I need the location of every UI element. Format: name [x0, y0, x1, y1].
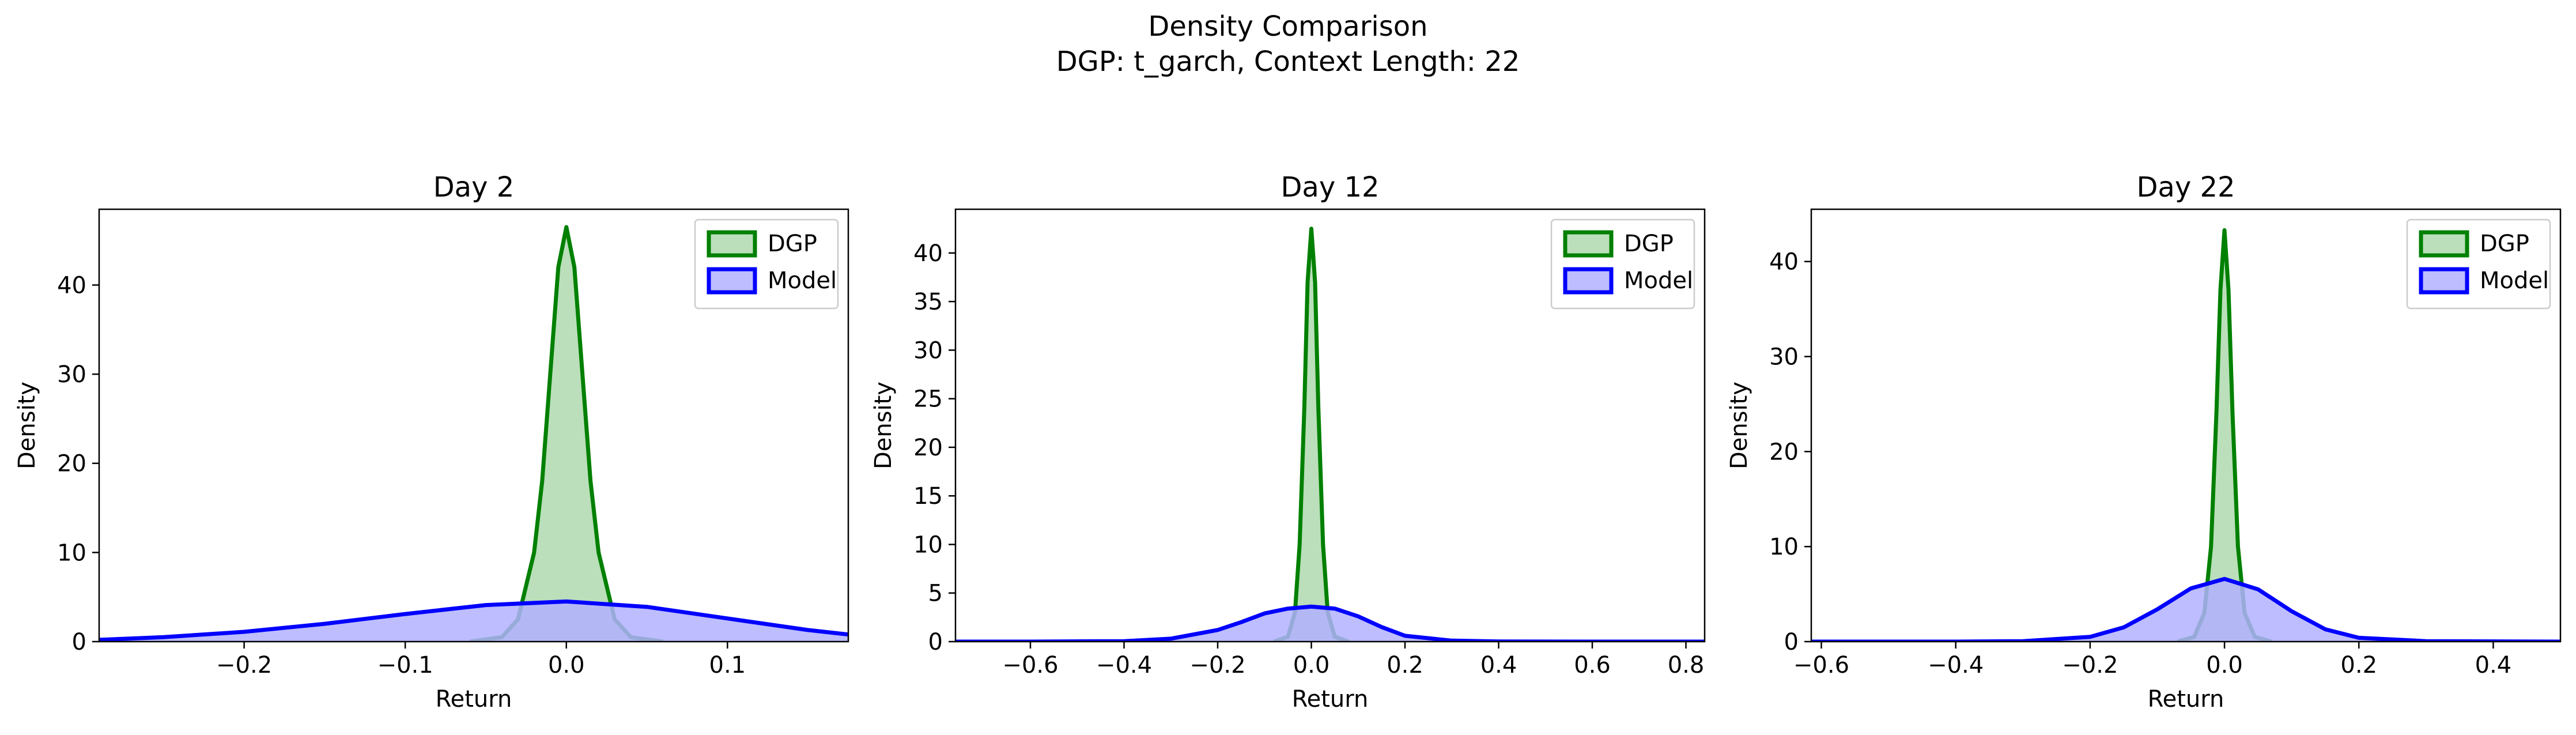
- series-model-area: [955, 606, 1705, 642]
- legend: DGP Model: [2406, 218, 2551, 310]
- x-tick-label: −0.4: [1928, 652, 1984, 679]
- legend-label-dgp: DGP: [2480, 231, 2529, 257]
- y-tick-label: 10: [913, 532, 943, 558]
- subplot-3: −0.6 −0.4 −0.2 0.0 0.2 0.4 0 10 20 30 40 Day 22 Retu…: [1726, 171, 2562, 713]
- y-tick-label: 30: [57, 361, 86, 388]
- legend-swatch-model: [707, 267, 757, 295]
- x-tick-label: −0.2: [2062, 652, 2118, 679]
- x-tick-label: 0.8: [1668, 652, 1705, 679]
- y-tick-label: 25: [913, 386, 943, 413]
- legend-label-dgp: DGP: [1624, 231, 1674, 257]
- series-dgp-line: [469, 225, 663, 642]
- y-tick-label: 20: [1769, 439, 1799, 465]
- x-tick-label: −0.6: [1793, 652, 1849, 679]
- y-axis-label: Density: [14, 382, 40, 469]
- x-tick-label: −0.6: [1002, 652, 1058, 679]
- y-tick-label: 20: [913, 435, 943, 461]
- legend-swatch-dgp: [707, 230, 757, 258]
- axes-frame: [954, 208, 1706, 643]
- legend-label-model: Model: [1624, 267, 1693, 294]
- x-tick-label: −0.2: [1189, 652, 1245, 679]
- x-tick-label: 0.2: [2340, 652, 2377, 679]
- x-tick-label: 0.4: [2475, 652, 2512, 679]
- y-tick-label: 40: [1769, 249, 1799, 276]
- series-model-line: [99, 599, 848, 642]
- y-tick-label: 40: [913, 240, 943, 267]
- x-tick-label: 0.0: [548, 652, 585, 679]
- x-axis-label: Return: [2148, 686, 2224, 713]
- y-tick-label: 0: [72, 629, 86, 655]
- y-tick-label: 20: [57, 451, 86, 477]
- x-tick-label: 0.0: [1293, 652, 1330, 679]
- legend-swatch-dgp: [1563, 230, 1614, 258]
- y-tick-label: 10: [1769, 534, 1799, 560]
- legend: DGP Model: [1550, 218, 1695, 310]
- x-tick-label: −0.2: [216, 652, 272, 679]
- subplot-title: Day 2: [433, 171, 515, 203]
- y-tick-label: 40: [57, 272, 86, 299]
- series-dgp-area: [1274, 228, 1349, 642]
- legend-swatch-model: [1563, 267, 1614, 295]
- y-axis-label: Density: [1726, 382, 1752, 469]
- series-model-area: [1811, 579, 2560, 642]
- y-axis-label: Density: [870, 382, 897, 469]
- plot-area: [99, 225, 848, 642]
- y-tick-label: 30: [913, 337, 943, 364]
- series-dgp-area: [2177, 230, 2272, 642]
- y-tick-label: 0: [1784, 629, 1799, 655]
- y-tick-label: 30: [1769, 344, 1799, 370]
- subplot-2: −0.6 −0.4 −0.2 0.0 0.2 0.4 0.6 0.8 0 5 10 15 20 25 30 3…: [870, 171, 1706, 713]
- figure-suptitle-line1: Density Comparison: [1148, 10, 1427, 43]
- legend-swatch-dgp: [2419, 230, 2469, 258]
- axes-frame: [1810, 208, 2562, 643]
- x-tick-label: 0.1: [709, 652, 746, 679]
- legend-label-dgp: DGP: [768, 231, 817, 257]
- subplot-title: Day 22: [2136, 171, 2235, 203]
- series-model-area: [99, 601, 848, 642]
- x-tick-label: 0.2: [1387, 652, 1423, 679]
- y-tick-label: 35: [913, 289, 943, 315]
- legend-swatch-model: [2419, 267, 2469, 295]
- series-model-line: [1811, 576, 2560, 642]
- x-tick-label: 0.0: [2206, 652, 2243, 679]
- figure-suptitle-line2: DGP: t_garch, Context Length: 22: [1056, 46, 1520, 78]
- legend: DGP Model: [694, 218, 839, 310]
- x-tick-label: −0.4: [1096, 652, 1152, 679]
- y-tick-label: 15: [913, 483, 943, 510]
- subplot-panels: −0.2 −0.1 0.0 0.1 0 10 20 30 40 Day 2 Return Densit…: [14, 171, 2562, 713]
- x-tick-label: −0.1: [377, 652, 433, 679]
- plot-area: [1811, 228, 2560, 642]
- y-tick-label: 0: [928, 629, 943, 655]
- x-tick-label: 0.6: [1574, 652, 1611, 679]
- y-tick-label: 10: [57, 540, 86, 566]
- series-dgp-area: [470, 227, 663, 642]
- x-axis-label: Return: [1292, 686, 1369, 713]
- axes-frame: [98, 208, 849, 643]
- subplot-title: Day 12: [1281, 171, 1379, 203]
- legend-label-model: Model: [2480, 267, 2549, 294]
- y-tick-label: 5: [928, 581, 943, 607]
- subplot-1: −0.2 −0.1 0.0 0.1 0 10 20 30 40 Day 2 Return Densit…: [14, 171, 849, 713]
- legend-label-model: Model: [768, 267, 837, 294]
- x-tick-label: 0.4: [1480, 652, 1517, 679]
- x-axis-label: Return: [436, 686, 512, 713]
